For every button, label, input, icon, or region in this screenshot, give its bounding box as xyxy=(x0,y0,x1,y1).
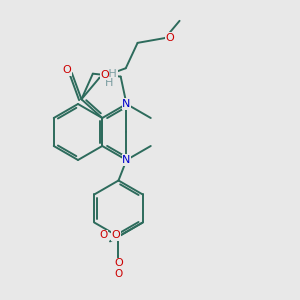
Text: O: O xyxy=(166,33,175,43)
Text: O: O xyxy=(100,70,109,80)
Text: H: H xyxy=(105,78,113,88)
Text: O: O xyxy=(114,269,123,279)
Text: O: O xyxy=(114,258,123,268)
Text: O: O xyxy=(62,65,71,75)
Text: NH: NH xyxy=(100,69,117,79)
Text: N: N xyxy=(122,155,131,165)
Text: O: O xyxy=(100,230,108,240)
Text: O: O xyxy=(111,230,120,240)
Text: N: N xyxy=(122,99,131,109)
